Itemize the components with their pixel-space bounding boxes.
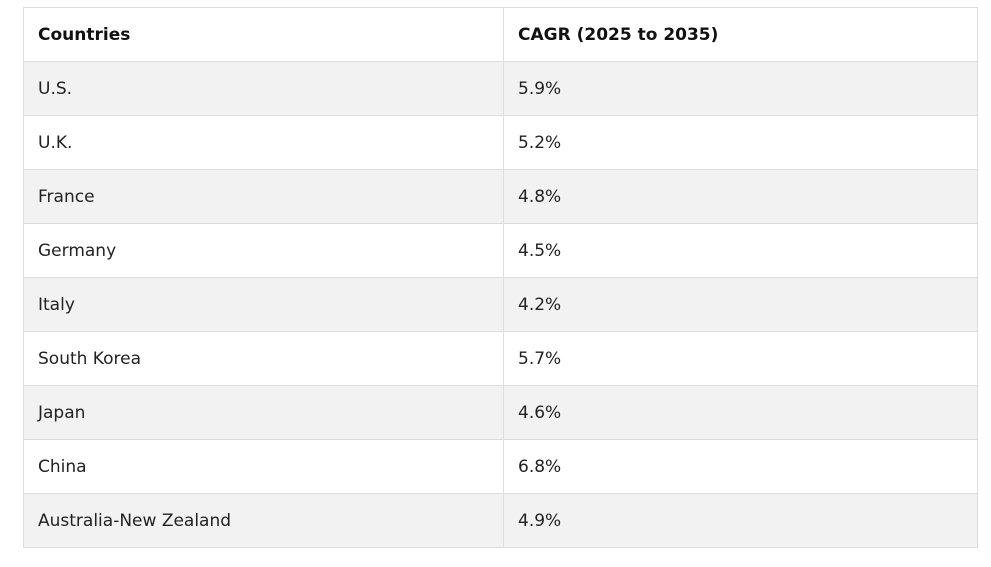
table-row: U.K. 5.2% bbox=[23, 115, 978, 170]
table-row: U.S. 5.9% bbox=[23, 61, 978, 116]
table-row: Italy 4.2% bbox=[23, 277, 978, 332]
country-cell: Germany bbox=[23, 223, 504, 278]
cagr-cell: 5.2% bbox=[503, 115, 978, 170]
country-cell: U.S. bbox=[23, 61, 504, 116]
table-row: Japan 4.6% bbox=[23, 385, 978, 440]
cagr-cell: 5.9% bbox=[503, 61, 978, 116]
table-row: China 6.8% bbox=[23, 439, 978, 494]
country-cell: Japan bbox=[23, 385, 504, 440]
cagr-cell: 4.5% bbox=[503, 223, 978, 278]
cagr-cell: 4.8% bbox=[503, 169, 978, 224]
country-cell: Italy bbox=[23, 277, 504, 332]
cagr-table-container: Countries CAGR (2025 to 2035) U.S. 5.9% … bbox=[23, 7, 978, 548]
country-cell: France bbox=[23, 169, 504, 224]
country-cell: Australia-New Zealand bbox=[23, 493, 504, 548]
cagr-cell: 4.6% bbox=[503, 385, 978, 440]
header-cagr: CAGR (2025 to 2035) bbox=[503, 7, 978, 62]
country-cell: South Korea bbox=[23, 331, 504, 386]
table-row: South Korea 5.7% bbox=[23, 331, 978, 386]
cagr-cell: 4.2% bbox=[503, 277, 978, 332]
cagr-cell: 4.9% bbox=[503, 493, 978, 548]
cagr-table: Countries CAGR (2025 to 2035) U.S. 5.9% … bbox=[23, 7, 978, 548]
country-cell: U.K. bbox=[23, 115, 504, 170]
table-row: France 4.8% bbox=[23, 169, 978, 224]
table-row: Australia-New Zealand 4.9% bbox=[23, 493, 978, 548]
table-row: Germany 4.5% bbox=[23, 223, 978, 278]
cagr-cell: 6.8% bbox=[503, 439, 978, 494]
cagr-cell: 5.7% bbox=[503, 331, 978, 386]
table-header-row: Countries CAGR (2025 to 2035) bbox=[23, 7, 978, 62]
header-countries: Countries bbox=[23, 7, 504, 62]
country-cell: China bbox=[23, 439, 504, 494]
